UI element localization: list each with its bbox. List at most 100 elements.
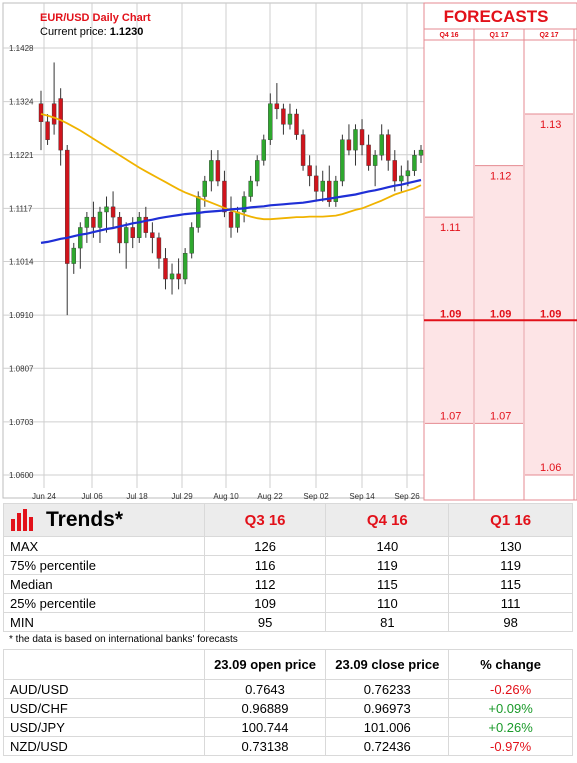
x-tick-label: Aug 10 bbox=[213, 492, 239, 501]
candle-body bbox=[202, 180, 207, 197]
open-price: 0.7643 bbox=[203, 679, 327, 699]
forecast-column-label: Q2 17 bbox=[539, 32, 558, 39]
candle-body bbox=[228, 211, 234, 228]
close-price: 0.72436 bbox=[325, 736, 450, 756]
bar-chart-icon bbox=[11, 509, 33, 531]
candle-body bbox=[182, 253, 188, 280]
candle-body bbox=[392, 160, 397, 182]
price-col-change: % change bbox=[448, 649, 573, 680]
current-price-label: Current price: 1.1230 bbox=[40, 26, 143, 38]
trends-cell: 119 bbox=[325, 555, 450, 575]
candle-body bbox=[359, 129, 365, 146]
candle-body bbox=[71, 247, 76, 264]
candle-body bbox=[300, 134, 306, 166]
forecast-min-label: 1.07 bbox=[440, 410, 461, 422]
candle-body bbox=[143, 216, 149, 233]
candle-body bbox=[248, 180, 253, 197]
trends-col-q1-16: Q1 16 bbox=[448, 503, 573, 537]
trends-row-label: MAX bbox=[3, 536, 205, 556]
candle-body bbox=[123, 227, 129, 244]
y-tick-label: 1.1324 bbox=[9, 98, 34, 107]
trends-cell: 109 bbox=[203, 593, 327, 613]
candle-body bbox=[222, 180, 227, 213]
trends-cell: 111 bbox=[448, 593, 573, 613]
forecast-min-label: 1.07 bbox=[490, 410, 511, 422]
trends-row-label: 75% percentile bbox=[3, 555, 205, 575]
trends-cell: 98 bbox=[448, 612, 573, 632]
eurusd-chart-panel: 1.1428 1.1324 1.1221 1.1117 1.1014 1.0910 1.08… bbox=[2, 2, 577, 501]
candle-body bbox=[287, 113, 293, 125]
price-col-close: 23.09 close price bbox=[325, 649, 450, 680]
trends-title-cell: Trends* bbox=[3, 503, 205, 537]
open-price: 0.96889 bbox=[203, 698, 327, 718]
forecast-column-label: Q4 16 bbox=[439, 32, 458, 39]
x-tick-label: Jun 24 bbox=[32, 492, 57, 501]
forecast-max-label: 1.12 bbox=[490, 171, 511, 183]
candle-body bbox=[418, 149, 424, 156]
candle-body bbox=[340, 139, 345, 182]
pair-label: USD/CHF bbox=[3, 698, 205, 718]
candle-body bbox=[281, 108, 286, 125]
candle-body bbox=[268, 103, 273, 140]
candle-body bbox=[379, 134, 384, 156]
trends-row-label: MIN bbox=[3, 612, 205, 632]
candle-body bbox=[346, 139, 352, 151]
y-tick-label: 1.0703 bbox=[9, 418, 34, 427]
candle-body bbox=[333, 180, 339, 202]
trends-cell: 115 bbox=[325, 574, 450, 594]
candle-body bbox=[235, 211, 240, 228]
price-row-usdjpy: USD/JPY 100.744 101.006 +0.26% bbox=[3, 717, 573, 737]
x-tick-label: Aug 22 bbox=[257, 492, 283, 501]
price-row-nzdusd: NZD/USD 0.73138 0.72436 -0.97% bbox=[3, 736, 573, 756]
trends-cell: 130 bbox=[448, 536, 573, 556]
candle-body bbox=[215, 160, 221, 182]
candle-body bbox=[169, 273, 175, 280]
candle-body bbox=[51, 103, 57, 125]
candle-body bbox=[104, 206, 109, 213]
trends-row-max: MAX 126 140 130 bbox=[3, 536, 573, 556]
price-col-pair bbox=[3, 649, 205, 680]
candle-body bbox=[255, 160, 260, 182]
candle-body bbox=[189, 227, 194, 254]
price-change-table: 23.09 open price 23.09 close price % cha… bbox=[3, 649, 573, 756]
candle-body bbox=[307, 165, 312, 177]
y-tick-label: 1.0807 bbox=[9, 364, 34, 373]
trends-footnote: * the data is based on international ban… bbox=[9, 634, 238, 645]
price-header-row: 23.09 open price 23.09 close price % cha… bbox=[3, 649, 573, 680]
trends-table: Trends* Q3 16 Q4 16 Q1 16 MAX 126 140 13… bbox=[3, 503, 573, 632]
percent-change: +0.26% bbox=[448, 717, 573, 737]
candle-body bbox=[130, 227, 135, 238]
candle-body bbox=[366, 144, 371, 166]
y-tick-label: 1.1014 bbox=[9, 258, 34, 267]
trends-cell: 119 bbox=[448, 555, 573, 575]
price-row-audusd: AUD/USD 0.7643 0.76233 -0.26% bbox=[3, 679, 573, 699]
open-price: 100.744 bbox=[203, 717, 327, 737]
trends-title: Trends* bbox=[46, 508, 124, 531]
moving-average-line-blue bbox=[40, 178, 422, 244]
x-tick-label: Jul 18 bbox=[126, 492, 148, 501]
candle-body bbox=[399, 175, 404, 182]
candle-body bbox=[156, 237, 162, 259]
trends-cell: 115 bbox=[448, 574, 573, 594]
y-tick-label: 1.1428 bbox=[9, 44, 34, 53]
forecast-max-label: 1.11 bbox=[440, 222, 461, 234]
trends-col-q4-16: Q4 16 bbox=[325, 503, 450, 537]
trends-row-label: Median bbox=[3, 574, 205, 594]
forecast-median-label: 1.09 bbox=[440, 308, 461, 320]
price-col-open: 23.09 open price bbox=[203, 649, 327, 680]
candle-body bbox=[405, 170, 411, 177]
forecast-range-band bbox=[525, 114, 573, 476]
candle-body bbox=[353, 129, 358, 151]
trends-row-min: MIN 95 81 98 bbox=[3, 612, 573, 632]
forecast-min-label: 1.06 bbox=[540, 462, 561, 474]
candle-body bbox=[163, 258, 168, 280]
x-tick-label: Jul 29 bbox=[171, 492, 193, 501]
trends-cell: 116 bbox=[203, 555, 327, 575]
candle-body bbox=[38, 103, 44, 122]
forecast-column-label: Q1 17 bbox=[489, 32, 508, 39]
forecast-median-label: 1.09 bbox=[540, 308, 561, 320]
y-tick-label: 1.1117 bbox=[9, 204, 33, 213]
forecasts-title: FORECASTS bbox=[444, 7, 549, 26]
candle-body bbox=[372, 155, 378, 166]
chart-title: EUR/USD Daily Chart bbox=[40, 12, 151, 24]
